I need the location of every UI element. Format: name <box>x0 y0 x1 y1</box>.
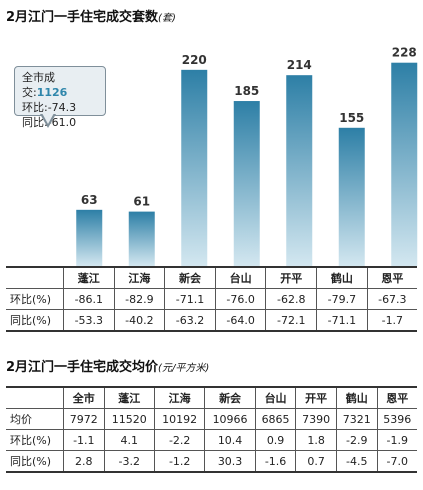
callout-hb: 环比:-74.3 <box>22 101 77 114</box>
table-corner <box>6 267 64 289</box>
bar-value-label: 228 <box>392 46 417 60</box>
bar-chart: 63 61 220 185 214 155 228 <box>76 46 418 266</box>
bar-恩平 <box>391 62 418 266</box>
table-cell: 0.9 <box>254 429 296 451</box>
table-cell: 10192 <box>153 408 205 430</box>
table-cell: -40.2 <box>113 309 165 332</box>
column-header: 江海 <box>153 387 205 409</box>
table-cell: -3.2 <box>103 450 155 473</box>
table-cell: -1.2 <box>153 450 205 473</box>
table-cell: -1.1 <box>63 429 105 451</box>
callout-total-value: 1126 <box>36 86 68 99</box>
table-header-row: 蓬江 江海 新会 台山 开平 鹤山 恩平 <box>6 267 417 289</box>
column-header: 开平 <box>295 387 337 409</box>
table-cell: 7972 <box>63 408 105 430</box>
row-label: 环比(%) <box>6 429 64 451</box>
table-cell: -62.8 <box>265 288 317 310</box>
bar-鹤山 <box>338 127 365 266</box>
bar-台山 <box>233 101 260 266</box>
bar-江海 <box>128 211 155 266</box>
callout-tb: 同比:-61.0 <box>22 116 77 129</box>
table-cell: -1.9 <box>376 429 417 451</box>
table-cell: -72.1 <box>265 309 317 332</box>
table-cell: -7.0 <box>376 450 417 473</box>
column-header: 恩平 <box>366 267 417 289</box>
table-cell: -67.3 <box>366 288 417 310</box>
table-cell: 0.7 <box>295 450 337 473</box>
column-header: 蓬江 <box>103 387 155 409</box>
table-cell: -86.1 <box>63 288 115 310</box>
column-header: 蓬江 <box>63 267 115 289</box>
chart-title: 2月江门一手住宅成交套数(套) <box>6 10 176 25</box>
bar-value-label: 155 <box>339 111 364 125</box>
table-row: 同比(%) 2.8 -3.2 -1.2 30.3 -1.6 0.7 -4.5 -… <box>6 450 417 473</box>
price-table: 全市 蓬江 江海 新会 台山 开平 鹤山 恩平 均价 7972 11520 10… <box>6 386 417 473</box>
bar-开平 <box>286 75 313 266</box>
table-cell: 7321 <box>335 408 378 430</box>
table-cell: -79.7 <box>316 288 368 310</box>
column-header: 新会 <box>164 267 216 289</box>
column-header: 鹤山 <box>335 387 378 409</box>
table-cell: 5396 <box>376 408 417 430</box>
column-header: 台山 <box>214 267 266 289</box>
bar-value-label: 220 <box>182 53 207 67</box>
column-header: 新会 <box>204 387 256 409</box>
bar-蓬江 <box>76 209 103 266</box>
row-label: 均价 <box>6 408 64 430</box>
table-cell: 2.8 <box>63 450 105 473</box>
table-cell: -82.9 <box>113 288 165 310</box>
bar-value-label: 214 <box>287 58 312 72</box>
table-row: 均价 7972 11520 10192 10966 6865 7390 7321… <box>6 408 417 430</box>
table-cell: -2.2 <box>153 429 205 451</box>
bar-value-label: 185 <box>234 84 259 98</box>
callout-total-label: 全市成交: <box>22 71 55 99</box>
table-cell: 11520 <box>103 408 155 430</box>
table-cell: -1.7 <box>366 309 417 332</box>
table-header-row: 全市 蓬江 江海 新会 台山 开平 鹤山 恩平 <box>6 387 417 409</box>
table-cell: -1.6 <box>254 450 296 473</box>
callout-pointer <box>40 113 56 128</box>
bar-value-label: 61 <box>133 195 150 209</box>
column-header: 台山 <box>254 387 296 409</box>
column-header: 恩平 <box>376 387 417 409</box>
table-cell: 7390 <box>295 408 337 430</box>
bar-value-label: 63 <box>81 193 98 207</box>
table-cell: 1.8 <box>295 429 337 451</box>
table-cell: -4.5 <box>335 450 378 473</box>
table-cell: -71.1 <box>316 309 368 332</box>
table-cell: -63.2 <box>164 309 216 332</box>
table-cell: 10966 <box>204 408 256 430</box>
row-label: 同比(%) <box>6 309 64 332</box>
row-label: 环比(%) <box>6 288 64 310</box>
table-row: 环比(%) -1.1 4.1 -2.2 10.4 0.9 1.8 -2.9 -1… <box>6 429 417 451</box>
table-row: 同比(%) -53.3 -40.2 -63.2 -64.0 -72.1 -71.… <box>6 309 417 332</box>
table-cell: -64.0 <box>214 309 266 332</box>
bar-新会 <box>181 69 208 266</box>
table-cell: -71.1 <box>164 288 216 310</box>
table-corner <box>6 387 64 409</box>
table-cell: 6865 <box>254 408 296 430</box>
column-header: 全市 <box>63 387 105 409</box>
change-table: 蓬江 江海 新会 台山 开平 鹤山 恩平 环比(%) -86.1 -82.9 -… <box>6 266 417 332</box>
table-cell: 10.4 <box>204 429 256 451</box>
price-title: 2月江门一手住宅成交均价(元/平方米) <box>6 360 210 375</box>
total-callout: 全市成交:1126 环比:-74.3 同比:-61.0 <box>14 66 106 129</box>
table-row: 环比(%) -86.1 -82.9 -71.1 -76.0 -62.8 -79.… <box>6 288 417 310</box>
table-cell: -53.3 <box>63 309 115 332</box>
row-label: 同比(%) <box>6 450 64 473</box>
table-cell: -2.9 <box>335 429 378 451</box>
table-cell: -76.0 <box>214 288 266 310</box>
table-cell: 4.1 <box>103 429 155 451</box>
table-cell: 30.3 <box>204 450 256 473</box>
column-header: 开平 <box>265 267 317 289</box>
column-header: 江海 <box>113 267 165 289</box>
column-header: 鹤山 <box>316 267 368 289</box>
